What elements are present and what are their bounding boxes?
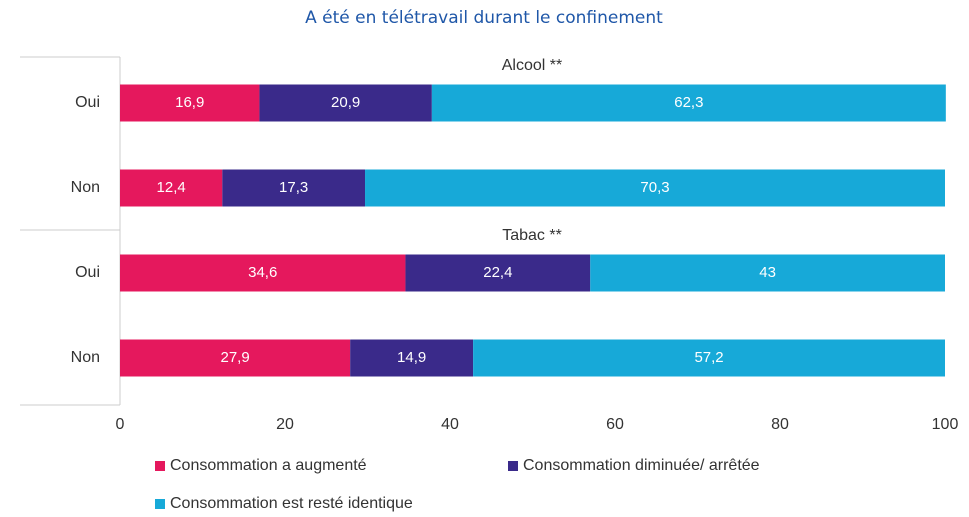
x-tick-label: 0 — [116, 416, 125, 433]
legend-swatch — [155, 499, 165, 509]
bar-segment — [590, 254, 945, 292]
data-label: 70,3 — [640, 179, 669, 196]
data-label: 22,4 — [483, 264, 512, 281]
data-label: 34,6 — [248, 264, 277, 281]
y-tick-label: Non — [71, 179, 100, 196]
data-label: 27,9 — [220, 349, 249, 366]
data-label: 57,2 — [694, 349, 723, 366]
x-tick-label: 100 — [932, 416, 959, 433]
x-tick-label: 20 — [276, 416, 294, 433]
bar-segment — [222, 169, 366, 207]
data-label: 62,3 — [674, 94, 703, 111]
x-tick-label: 40 — [441, 416, 459, 433]
data-label: 16,9 — [175, 94, 204, 111]
chart-title: A été en télétravail durant le confineme… — [305, 8, 663, 28]
legend-label: Consommation a augmenté — [170, 457, 367, 474]
data-label: 14,9 — [397, 349, 426, 366]
bar-segment — [350, 339, 474, 377]
group-title: Alcool ** — [502, 57, 562, 74]
bar-segment — [365, 169, 945, 207]
bar-segment — [120, 339, 351, 377]
data-label: 12,4 — [157, 179, 186, 196]
x-tick-label: 80 — [771, 416, 789, 433]
bar-segment — [405, 254, 591, 292]
y-tick-label: Oui — [75, 94, 100, 111]
data-label: 43 — [759, 264, 776, 281]
legend-swatch — [508, 461, 518, 471]
group-title: Tabac ** — [502, 227, 562, 244]
bar-segment — [431, 84, 946, 122]
bar-segment — [120, 254, 406, 292]
bar-segment — [259, 84, 432, 122]
y-tick-label: Non — [71, 349, 100, 366]
bar-segment — [473, 339, 945, 377]
legend-label: Consommation diminuée/ arrêtée — [523, 457, 760, 474]
data-label: 17,3 — [279, 179, 308, 196]
data-label: 20,9 — [331, 94, 360, 111]
bar-segment — [120, 169, 223, 207]
bar-segment — [120, 84, 260, 122]
y-tick-label: Oui — [75, 264, 100, 281]
x-tick-label: 60 — [606, 416, 624, 433]
legend-swatch — [155, 461, 165, 471]
legend-label: Consommation est resté identique — [170, 495, 413, 512]
